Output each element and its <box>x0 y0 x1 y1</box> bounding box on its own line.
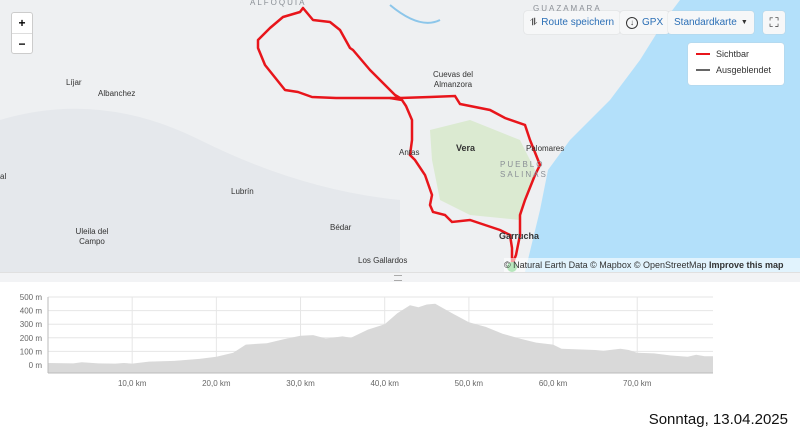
route-save-button[interactable]: ⥮ Route speichern <box>524 11 621 34</box>
legend-hidden: Ausgeblendet <box>716 65 772 75</box>
place-label: Antas <box>399 148 420 157</box>
route-icon: ⥮ <box>530 17 538 28</box>
place-label: al <box>0 172 7 181</box>
route-save-label: Route speichern <box>541 17 615 28</box>
x-tick-label: 60,0 km <box>539 379 568 388</box>
map-style-label: Standardkarte <box>674 17 737 28</box>
route-west <box>389 96 514 265</box>
sea <box>525 0 800 272</box>
gpx-button[interactable]: ↓ GPX <box>620 11 670 34</box>
x-tick-label: 40,0 km <box>370 379 399 388</box>
x-tick-label: 20,0 km <box>202 379 231 388</box>
route-east <box>399 94 542 266</box>
place-label: Palomares <box>526 144 565 153</box>
zoom-out-button[interactable]: − <box>18 37 26 51</box>
legend-visible: Sichtbar <box>716 49 750 59</box>
y-tick-label: 400 m <box>20 307 43 316</box>
map[interactable]: ALFOQUIA GUAZAMARA Líjar Albanchez Cueva… <box>0 0 800 272</box>
green-area <box>430 120 535 220</box>
fullscreen-icon: ⛶ <box>769 14 779 30</box>
map-canvas <box>0 0 800 272</box>
y-tick-label: 200 m <box>20 334 43 343</box>
zoom-in-button[interactable]: + <box>12 13 32 34</box>
improve-map-link[interactable]: Improve this map <box>709 260 784 270</box>
fullscreen-button[interactable]: ⛶ <box>763 11 785 34</box>
place-label: Uleila del Campo <box>75 227 109 246</box>
y-tick-label: 0 m <box>29 361 43 370</box>
x-tick-label: 50,0 km <box>455 379 484 388</box>
place-label: ALFOQUIA <box>250 0 307 7</box>
attribution-text: © Natural Earth Data © Mapbox © OpenStre… <box>504 260 707 270</box>
place-label: Líjar <box>66 78 82 87</box>
place-label: Los Gallardos <box>358 256 408 265</box>
mountain-shading <box>0 108 400 272</box>
grip-icon <box>394 275 402 281</box>
y-tick-label: 100 m <box>20 347 43 356</box>
place-label: Cuevas del Almanzora <box>432 70 474 89</box>
place-label: PUEBLO SALINAS <box>500 160 548 179</box>
x-tick-label: 30,0 km <box>286 379 315 388</box>
download-icon: ↓ <box>626 16 638 29</box>
gpx-label: GPX <box>642 17 664 28</box>
zoom-control: + − <box>11 12 33 54</box>
attribution: © Natural Earth Data © Mapbox © OpenStre… <box>504 258 800 272</box>
place-label: Lubrín <box>231 187 254 196</box>
y-tick-label: 300 m <box>20 320 43 329</box>
y-tick-label: 500 m <box>20 293 43 302</box>
map-style-select[interactable]: Standardkarte ▼ <box>668 11 754 34</box>
caret-down-icon: ▼ <box>740 19 748 26</box>
elevation-area <box>48 303 713 373</box>
place-label: Vera <box>456 143 476 153</box>
place-label: Garrucha <box>499 231 540 241</box>
hidden-swatch <box>696 69 710 71</box>
route-legend: Sichtbar Ausgeblendet <box>688 43 784 85</box>
route-loop <box>256 6 402 100</box>
elevation-chart: 500 m 400 m 300 m 200 m 100 m 0 m 10,0 km 20,0 … <box>20 293 713 388</box>
x-tick-label: 10,0 km <box>118 379 147 388</box>
resize-handle[interactable] <box>0 272 800 282</box>
place-label: Albanchez <box>98 89 136 98</box>
river <box>389 4 441 24</box>
place-label: GUAZAMARA <box>533 4 602 13</box>
x-tick-label: 70,0 km <box>623 379 652 388</box>
place-label: Bédar <box>330 223 352 232</box>
visible-swatch <box>696 53 710 55</box>
date-label: Sonntag, 13.04.2025 <box>648 411 788 428</box>
